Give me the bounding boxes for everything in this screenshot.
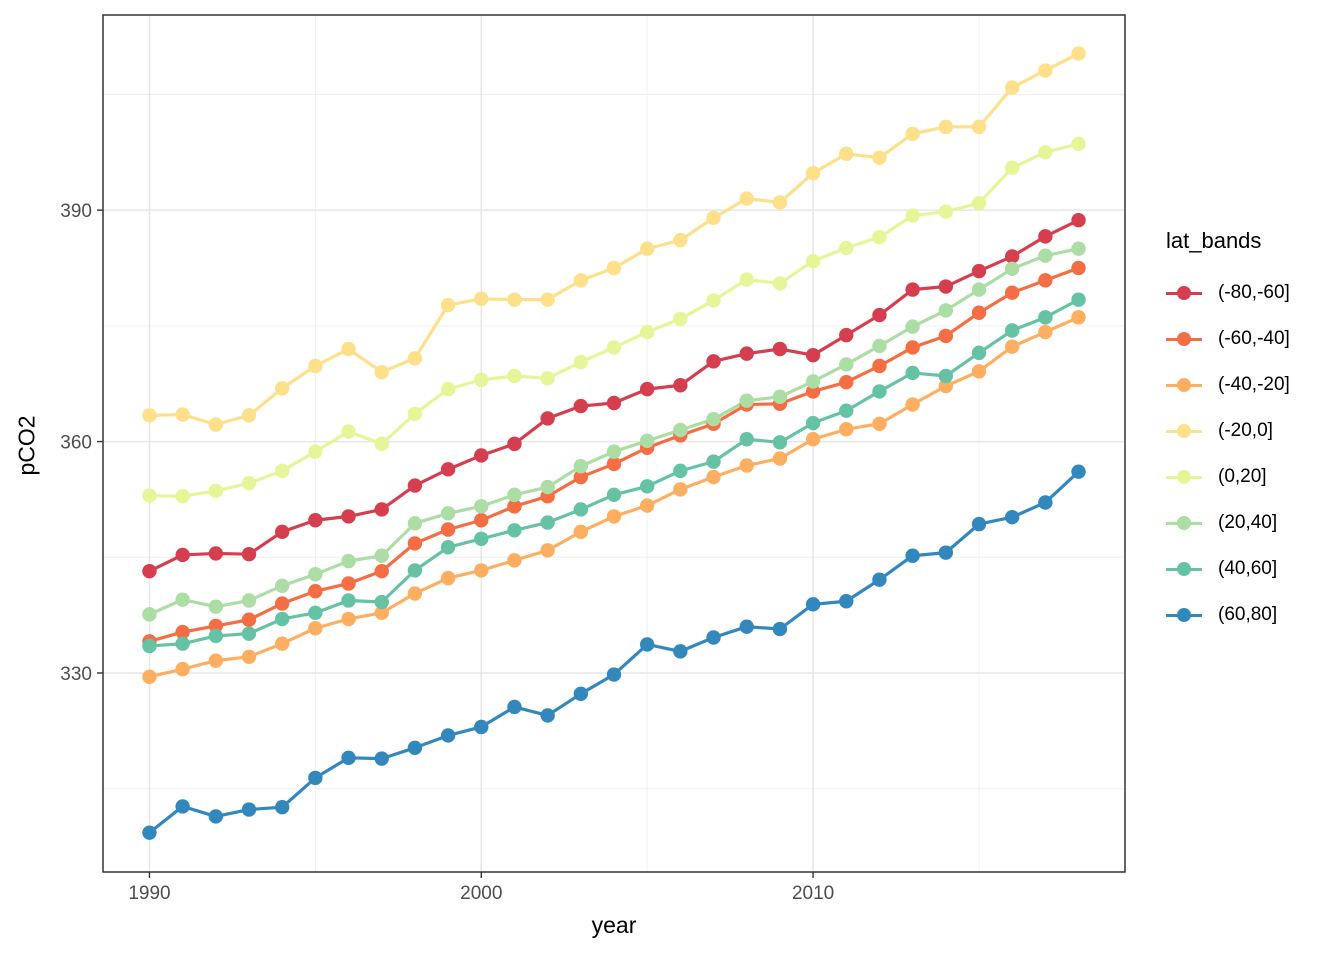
legend-key-icon — [1166, 377, 1202, 393]
legend-key-icon — [1166, 607, 1202, 623]
legend-item-label: (-40,-20] — [1218, 374, 1290, 395]
svg-text:1990: 1990 — [128, 883, 170, 904]
legend-item-label: (0,20] — [1218, 466, 1267, 487]
legend-key-icon — [1166, 515, 1202, 531]
legend-item: (-60,-40] — [1166, 316, 1290, 362]
y-axis-title: pCO2 — [13, 415, 40, 476]
svg-text:330: 330 — [60, 664, 92, 685]
x-axis-title: year — [591, 912, 637, 938]
svg-text:390: 390 — [60, 201, 92, 222]
legend-item-label: (-20,0] — [1218, 420, 1273, 441]
legend-item: (-20,0] — [1166, 408, 1290, 454]
legend-key-icon — [1166, 331, 1202, 347]
legend-items: (-80,-60] (-60,-40] (-40,-20] (-20,0] — [1166, 270, 1290, 638]
legend-item-label: (40,60] — [1218, 558, 1278, 579]
legend-item: (40,60] — [1166, 546, 1290, 592]
legend-key-icon — [1166, 469, 1202, 485]
legend-item: (0,20] — [1166, 454, 1290, 500]
legend-item: (-80,-60] — [1166, 270, 1290, 316]
legend-key-icon — [1166, 423, 1202, 439]
legend-key-icon — [1166, 561, 1202, 577]
series-points — [142, 46, 1086, 840]
legend-key-icon — [1166, 285, 1202, 301]
legend-item-label: (60,80] — [1218, 604, 1278, 625]
legend-item-label: (-80,-60] — [1218, 282, 1290, 303]
legend-title: lat_bands — [1166, 228, 1262, 253]
svg-text:360: 360 — [60, 433, 92, 454]
legend-item-label: (20,40] — [1218, 512, 1278, 533]
legend-item-label: (-60,-40] — [1218, 328, 1290, 349]
legend: lat_bands (-80,-60] (-60,-40] (-40,-20] — [1166, 228, 1290, 638]
legend-item: (20,40] — [1166, 500, 1290, 546]
legend-item: (-40,-20] — [1166, 362, 1290, 408]
svg-text:2000: 2000 — [460, 883, 502, 904]
svg-text:2010: 2010 — [792, 883, 834, 904]
legend-item: (60,80] — [1166, 592, 1290, 638]
